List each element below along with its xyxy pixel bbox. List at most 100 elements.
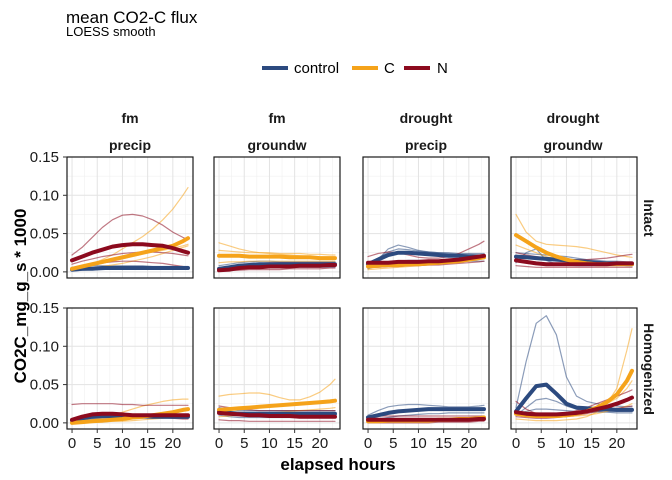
replicate-line-n [367, 420, 485, 424]
mean-line-n [366, 417, 486, 422]
replicate-line-n [71, 251, 189, 265]
panel-background [67, 157, 193, 278]
x-tick-label: 0 [68, 435, 76, 452]
y-tick-label: 0.15 [30, 149, 59, 166]
mean-line-control [70, 266, 190, 272]
mean-line-c [217, 253, 337, 261]
x-axis-label: elapsed hours [280, 455, 395, 474]
legend: control C N [262, 60, 448, 77]
y-tick-label: 0.05 [30, 377, 59, 394]
panel-border [66, 156, 194, 279]
replicate-line-n [71, 403, 189, 406]
x-tick-label: 0 [364, 435, 372, 452]
legend-label-c: C [384, 60, 395, 77]
panel-border [510, 307, 638, 430]
y-tick-label: 0.05 [30, 226, 59, 243]
strip-row-intact: Intact [641, 199, 657, 237]
y-tick-label: 0.10 [30, 187, 59, 204]
strip-row-homogenized: Homogenized [641, 323, 657, 415]
panel-r1c1 [63, 156, 194, 279]
strip-col1-bottom: precip [109, 137, 151, 153]
x-tick-labels: 0 5 10 15 20 0 5 10 15 20 0 5 10 15 20 0 5 10 15 20 [68, 435, 625, 452]
strip-col2-top: fm [268, 110, 285, 126]
mean-line-n [70, 411, 190, 422]
panel-r2c4 [510, 307, 638, 433]
y-tick-label: 0.00 [30, 264, 59, 281]
panel-border [213, 307, 341, 430]
replicate-line-control [218, 260, 336, 267]
replicate-line-control [367, 412, 485, 422]
replicate-line-n [515, 265, 633, 268]
strip-col3-bottom: precip [405, 137, 447, 153]
mean-line-c [70, 407, 190, 425]
panel-border [510, 156, 638, 279]
y-tick-labels: 0.00 0.05 0.10 0.15 0.00 0.05 0.10 0.15 [30, 149, 59, 432]
chart-title: mean CO2-C flux [66, 8, 198, 27]
x-tick-label: 15 [286, 435, 303, 452]
x-tick-label: 10 [114, 435, 131, 452]
replicate-line-n [218, 419, 336, 422]
x-tick-label: 5 [537, 435, 545, 452]
strip-col4-top: drought [547, 110, 600, 126]
panel-background [67, 308, 193, 429]
replicate-line-control [367, 403, 485, 416]
replicate-line-n [71, 213, 189, 256]
panel-border [213, 156, 341, 279]
replicate-line-c [218, 378, 336, 401]
panel-r2c1 [63, 307, 194, 433]
panel-r1c2 [213, 156, 341, 279]
y-tick-label: 0.15 [30, 300, 59, 317]
row-strips: Intact Homogenized [641, 199, 657, 415]
panel-border [66, 307, 194, 430]
mean-line-control [514, 382, 634, 414]
x-tick-label: 20 [164, 435, 181, 452]
strip-col2-bottom: groundw [247, 137, 306, 153]
x-tick-label: 20 [460, 435, 477, 452]
mean-line-n [70, 242, 190, 263]
panels [63, 156, 638, 433]
strip-col4-bottom: groundw [543, 137, 602, 153]
x-tick-label: 5 [240, 435, 248, 452]
panel-border [362, 307, 490, 430]
chart-subtitle: LOESS smooth [66, 24, 156, 39]
replicate-line-c [515, 328, 633, 422]
replicate-line-control [515, 315, 633, 409]
x-tick-label: 20 [311, 435, 328, 452]
mean-line-n [366, 253, 486, 265]
panel-r2c3 [362, 307, 490, 433]
panel-r1c3 [362, 156, 490, 279]
panel-border [362, 156, 490, 279]
mean-line-n [217, 263, 337, 273]
mean-line-c [70, 236, 190, 271]
replicate-line-n [367, 415, 485, 418]
replicate-line-n [218, 267, 336, 272]
strip-col1-top: fm [121, 110, 138, 126]
legend-label-control: control [294, 60, 339, 77]
mean-line-n [217, 410, 337, 419]
x-tick-label: 10 [410, 435, 427, 452]
replicate-line-c [218, 260, 336, 264]
mean-line-c [217, 398, 337, 412]
replicate-line-n [367, 240, 485, 259]
mean-line-control [366, 407, 486, 420]
replicate-line-c [515, 213, 633, 258]
mean-line-n [514, 395, 634, 417]
x-tick-label: 0 [215, 435, 223, 452]
gridlines [214, 307, 340, 429]
y-axis-label: CO2C_mg_g_s * 1000 [11, 209, 30, 384]
mean-line-n [514, 258, 634, 267]
y-tick-label: 0.00 [30, 415, 59, 432]
panel-r1c4 [510, 156, 638, 279]
x-tick-label: 20 [608, 435, 625, 452]
strip-col3-top: drought [400, 110, 453, 126]
x-tick-label: 0 [512, 435, 520, 452]
column-strips: fm precip fm groundw drought precip drou… [109, 110, 603, 153]
x-tick-label: 15 [139, 435, 156, 452]
x-tick-label: 15 [435, 435, 452, 452]
x-tick-label: 10 [558, 435, 575, 452]
x-tick-label: 5 [389, 435, 397, 452]
legend-label-n: N [437, 60, 448, 77]
replicate-line-c [218, 249, 336, 256]
x-tick-label: 15 [583, 435, 600, 452]
